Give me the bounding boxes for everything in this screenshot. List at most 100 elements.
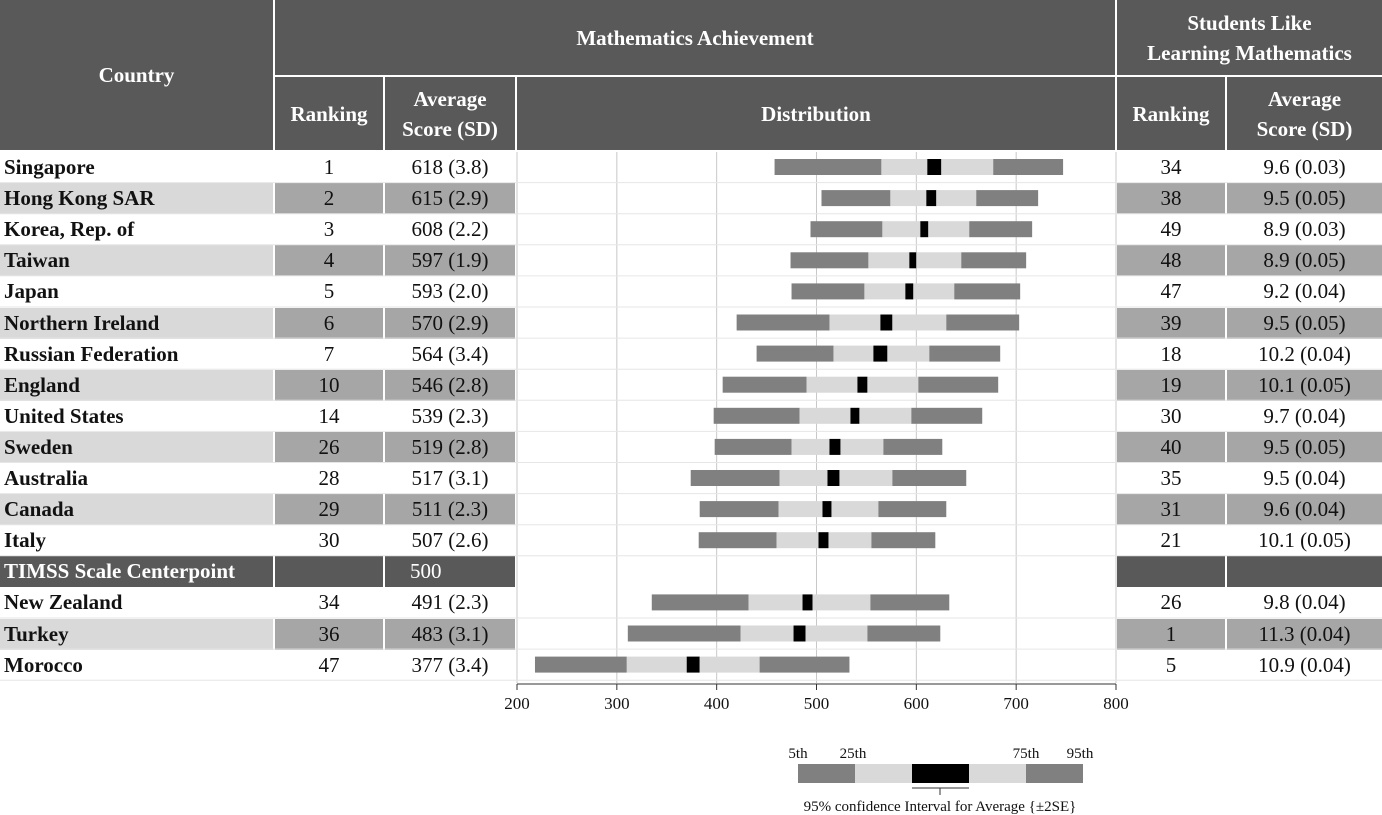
bar-ci [802, 594, 813, 611]
like-rank: 49 [1160, 217, 1182, 242]
bar-ci-p75 [812, 594, 871, 611]
students-like-label-line2: Learning Mathematics [1147, 40, 1352, 65]
math-score: 570 (2.9) [385, 307, 515, 339]
bar-ci [822, 501, 832, 518]
legend-ci-label: 95% confidence Interval for Average {±2S… [804, 799, 1077, 815]
like-rank: 26 [1160, 590, 1182, 615]
country-name: New Zealand [4, 590, 123, 615]
math-score: 618 (3.8) [411, 155, 489, 179]
math-score: 593 (2.0) [411, 279, 489, 304]
math-score: 483 (3.1) [385, 618, 515, 650]
bar-p25-ci [779, 470, 828, 486]
bar-ci [793, 625, 806, 642]
math-rank: 47 [318, 652, 340, 677]
math-rank: 30 [318, 528, 340, 553]
bar-ci [850, 407, 860, 424]
bar-p75-p95 [946, 314, 1020, 331]
bar-p75-p95 [759, 656, 850, 673]
country-name: Turkey [0, 618, 273, 650]
like-rank: 19 [1117, 369, 1225, 401]
legend-p75-p95 [1026, 764, 1083, 783]
bar-ci-p75 [892, 314, 947, 331]
bar-p75-p95 [961, 252, 1027, 269]
bar-ci [857, 376, 868, 393]
math-score: 546 (2.8) [385, 369, 515, 401]
math-rank: 4 [275, 245, 383, 277]
bar-p75-p95 [878, 501, 947, 518]
bar-ci-p75 [839, 470, 893, 486]
math-score: 517 (3.1) [411, 466, 489, 490]
country-name: Sweden [0, 431, 273, 463]
math-score: 564 (3.4) [411, 341, 489, 366]
math-rank: 34 [318, 590, 340, 615]
like-rank: 21 [1160, 528, 1182, 553]
students-like-label-line1: Students Like [1187, 10, 1312, 35]
like-rank: 18 [1160, 341, 1182, 366]
legend-ci [912, 764, 969, 783]
like-rank: 5 [1165, 652, 1177, 677]
like-score: 10.1 (0.05) [1258, 528, 1351, 553]
like-score: 9.2 (0.04) [1263, 279, 1346, 304]
math-rank: 26 [275, 431, 383, 463]
math-score: 377 (3.4) [411, 652, 489, 677]
like-rank: 48 [1117, 245, 1225, 277]
bar-ci-p75 [840, 438, 884, 455]
bar-p75-p95 [969, 221, 1033, 238]
bar-p25-ci [882, 221, 921, 238]
math-achievement-header: Mathematics Achievement [275, 0, 1115, 75]
bar-p5-p25 [774, 159, 882, 175]
like-score: 9.6 (0.04) [1227, 494, 1382, 526]
bar-ci [827, 470, 840, 486]
bar-p25-ci [890, 190, 927, 207]
bar-p25-ci [829, 314, 881, 331]
country-name: Taiwan [0, 245, 273, 277]
bar-ci [880, 314, 893, 331]
bar-ci-p75 [859, 407, 912, 424]
bar-p25-ci [791, 438, 830, 455]
bar-ci-p75 [887, 345, 930, 362]
bar-p25-ci [868, 252, 910, 269]
math-rank: 10 [275, 369, 383, 401]
math-achievement-label: Mathematics Achievement [576, 25, 814, 50]
like-score: 9.5 (0.05) [1227, 183, 1382, 215]
math-rank: 28 [318, 466, 340, 490]
x-tick-label: 200 [504, 694, 530, 713]
bar-p25-ci [778, 501, 823, 518]
bar-p5-p25 [722, 376, 807, 393]
x-tick-label: 300 [604, 694, 630, 713]
math-score: 615 (2.9) [385, 183, 515, 215]
like-score: 9.6 (0.03) [1263, 155, 1346, 179]
legend-label-25th: 25th [840, 746, 867, 762]
country-name: United States [4, 403, 124, 428]
bar-ci [686, 656, 700, 673]
bar-p75-p95 [976, 190, 1039, 207]
bar-p5-p25 [713, 407, 800, 424]
bar-p5-p25 [736, 314, 830, 331]
bar-p75-p95 [993, 159, 1064, 175]
bar-p5-p25 [699, 501, 779, 518]
average-score-label-line2: Score (SD) [402, 116, 498, 141]
bar-p25-ci [740, 625, 794, 642]
math-rank: 1 [323, 155, 335, 179]
country-name: Japan [4, 279, 59, 304]
bar-p5-p25 [690, 470, 780, 486]
centerpoint-like-score [1227, 556, 1382, 588]
math-score: 539 (2.3) [411, 403, 489, 428]
like-score: 8.9 (0.05) [1227, 245, 1382, 277]
country-name: Russian Federation [4, 341, 179, 366]
country-name: England [0, 369, 273, 401]
like-rank: 1 [1117, 618, 1225, 650]
bar-ci [818, 532, 829, 549]
like-ranking-header: Ranking [1117, 77, 1225, 150]
bar-p5-p25 [534, 656, 627, 673]
bar-p75-p95 [911, 407, 983, 424]
like-score: 10.1 (0.05) [1227, 369, 1382, 401]
like-score: 10.2 (0.04) [1258, 341, 1351, 366]
country-header-label: Country [98, 63, 175, 87]
bar-p25-ci [833, 345, 874, 362]
math-rank: 5 [323, 279, 335, 304]
centerpoint-label: TIMSS Scale Centerpoint [0, 556, 273, 588]
math-score: 597 (1.9) [385, 245, 515, 277]
bar-p5-p25 [698, 532, 777, 549]
like-rank: 39 [1117, 307, 1225, 339]
